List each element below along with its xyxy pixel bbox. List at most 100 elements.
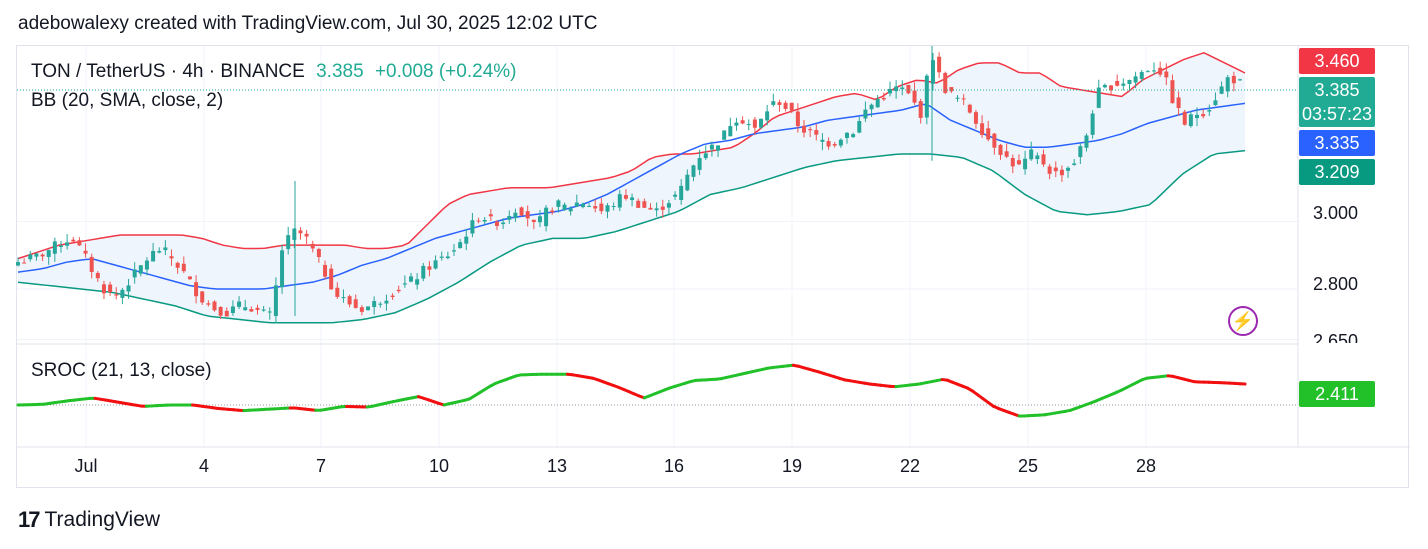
candle-body	[679, 185, 684, 200]
candle-body	[648, 207, 653, 210]
candle-body	[617, 194, 622, 208]
candle-body	[1041, 154, 1046, 165]
candle-body	[1182, 111, 1187, 125]
x-tick-7: 7	[315, 456, 327, 476]
candle-body	[1176, 97, 1181, 109]
candle-body	[826, 141, 831, 147]
candle-body	[605, 205, 610, 212]
candle-body	[1059, 169, 1064, 176]
symbol-legend: TON / TetherUS · 4h · BINANCE 3.385 +0.0…	[31, 61, 516, 83]
candle-body	[359, 307, 364, 312]
candle-body	[261, 309, 266, 311]
candle-body	[255, 307, 260, 310]
candle-body	[642, 201, 647, 208]
attribution: adebowalexy created with TradingView.com…	[18, 13, 598, 34]
candle-body	[986, 128, 991, 140]
candle-body	[832, 144, 837, 146]
sroc-tag: 2.411	[1299, 381, 1375, 407]
candle-body	[685, 174, 690, 191]
candle-body	[1078, 146, 1083, 158]
candle-body	[95, 272, 100, 279]
candle-body	[298, 230, 303, 234]
candle-body	[820, 139, 825, 142]
candle-body	[402, 283, 407, 285]
candle-body	[292, 228, 297, 240]
candle-body	[1219, 86, 1224, 94]
candle-body	[1084, 135, 1089, 148]
candle-body	[777, 102, 782, 105]
y-tick-3000: 3.000	[1313, 203, 1359, 223]
candle-body	[501, 222, 506, 225]
candle-body	[912, 90, 917, 103]
candle-body	[372, 301, 377, 308]
candle-body	[1010, 158, 1015, 167]
candle-body	[194, 282, 199, 297]
candle-body	[863, 109, 868, 119]
candle-body	[967, 104, 972, 113]
candle-body	[943, 72, 948, 93]
candle-body	[1102, 84, 1107, 88]
candle-body	[611, 206, 616, 208]
candle-body	[716, 145, 721, 151]
candle-body	[789, 102, 794, 111]
x-tick-jul: Jul	[74, 456, 98, 476]
last-price: 3.385	[316, 61, 364, 82]
candle-body	[709, 144, 714, 150]
tradingview-logo-icon: 17	[18, 507, 41, 532]
x-tick-10: 10	[428, 456, 450, 476]
candle-body	[1231, 75, 1236, 84]
candle-body	[814, 130, 819, 135]
candle-body	[740, 120, 745, 124]
candle-body	[1047, 166, 1052, 174]
x-tick-22: 22	[899, 456, 921, 476]
x-tick-28: 28	[1135, 456, 1157, 476]
candle-body	[175, 262, 180, 268]
candle-body	[955, 97, 960, 99]
candle-body	[224, 310, 229, 317]
band-fill	[18, 52, 1245, 323]
candle-body	[206, 303, 211, 305]
candle-body	[52, 241, 57, 254]
candle-body	[421, 265, 426, 279]
candle-body	[924, 75, 929, 118]
candle-body	[838, 139, 843, 146]
candle-body	[249, 309, 254, 312]
last-price-tag-value: 3.385	[1314, 80, 1360, 100]
candle-body	[802, 125, 807, 133]
candle-body	[34, 253, 39, 257]
candle-body	[120, 289, 125, 298]
candle-body	[65, 242, 70, 246]
candle-body	[114, 294, 119, 296]
candle-body	[415, 279, 420, 285]
candle-body	[519, 207, 524, 216]
candle-body	[1066, 167, 1071, 171]
candle-body	[906, 84, 911, 94]
lightning-icon[interactable]: ⚡	[1228, 306, 1258, 336]
x-tick-19: 19	[781, 456, 803, 476]
candle-body	[980, 123, 985, 135]
countdown: 03:57:23	[1301, 104, 1373, 124]
candle-body	[525, 211, 530, 219]
candle-body	[89, 256, 94, 272]
candle-body	[71, 239, 76, 242]
candle-body	[335, 287, 340, 297]
candle-body	[918, 101, 923, 118]
candle-body	[1152, 70, 1157, 72]
bb-legend: BB (20, SMA, close, 2)	[31, 90, 224, 111]
candle-body	[1139, 72, 1144, 79]
candle-body	[16, 262, 20, 266]
candle-body	[1188, 114, 1193, 127]
candle-body	[101, 284, 106, 294]
candle-body	[697, 158, 702, 170]
candle-body	[992, 133, 997, 148]
candle-body	[1096, 87, 1101, 108]
candle-body	[1072, 163, 1077, 165]
candle-body	[163, 247, 168, 251]
candle-body	[973, 112, 978, 124]
candle-body	[900, 87, 905, 90]
candle-body	[537, 216, 542, 223]
candle-body	[77, 240, 82, 246]
candle-body	[556, 200, 561, 207]
candle-body	[875, 99, 880, 108]
